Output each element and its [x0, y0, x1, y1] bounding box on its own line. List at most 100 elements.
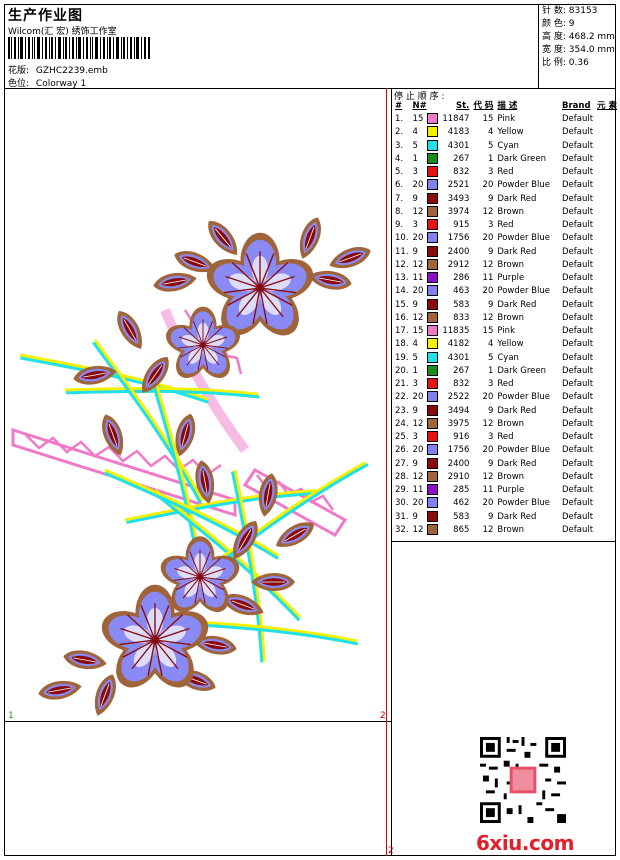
stop-stitches: 2522: [447, 392, 470, 403]
stop-brand: Default: [561, 193, 594, 204]
page-frame: [4, 4, 616, 856]
stop-description: Red: [497, 432, 514, 443]
stop-description: Cyan: [497, 352, 519, 363]
stop-needle: 4: [412, 127, 418, 138]
stop-stitches: 11847: [442, 114, 470, 125]
stop-code: 5: [487, 140, 494, 151]
barcode-icon: [8, 37, 150, 59]
stop-needle: 12: [412, 471, 424, 482]
stop-element: [595, 352, 619, 365]
stop-swatch: [425, 298, 440, 312]
stop-stitches: 2521: [447, 180, 470, 191]
stop-brand: Default: [561, 432, 594, 443]
stop-element: [595, 206, 619, 219]
color-swatch-icon: [427, 152, 439, 164]
stop-index: 27.: [395, 458, 409, 469]
stop-description: Purple: [497, 485, 525, 496]
stop-code: 12: [482, 524, 494, 535]
stop-brand: Default: [561, 312, 594, 323]
color-swatch-icon: [427, 391, 439, 403]
stop-row: 10. 20 1756 20 Powder Blue Default: [393, 232, 619, 245]
stop-swatch: [425, 497, 440, 510]
stop-row: 9. 3 915 3 Red Default: [393, 219, 619, 232]
color-swatch-icon: [427, 139, 439, 151]
stop-description: Brown: [497, 312, 525, 323]
stop-code: 11: [482, 485, 494, 496]
stop-description: Dark Green: [497, 365, 546, 376]
stop-element: [595, 458, 619, 471]
stop-swatch: [425, 272, 440, 285]
color-swatch-icon: [427, 510, 439, 522]
corner-mark-2: 2: [380, 711, 386, 721]
stop-code: 12: [482, 259, 494, 270]
color-swatch-icon: [427, 497, 439, 509]
col-index: #: [395, 101, 403, 111]
stop-row: 26. 20 1756 20 Powder Blue Default: [393, 444, 619, 457]
stop-brand: Default: [561, 485, 594, 496]
stop-description: Powder Blue: [497, 498, 550, 509]
stop-needle: 9: [412, 246, 418, 257]
stop-row: 8. 12 3974 12 Brown Default: [393, 205, 619, 219]
color-swatch-icon: [427, 457, 439, 469]
stop-row: 1. 15 11847 15 Pink Default: [393, 113, 619, 126]
stop-row: 24. 12 3975 12 Brown Default: [393, 417, 619, 431]
stop-stitches: 4301: [447, 352, 470, 363]
lattice-band-lower: [11, 427, 237, 518]
stop-stitches: 832: [453, 167, 470, 178]
stop-needle: 5: [412, 352, 418, 363]
stop-code: 12: [482, 418, 494, 429]
stop-brand: Default: [561, 180, 594, 191]
stop-swatch: [425, 152, 440, 166]
stop-needle: 3: [412, 432, 418, 443]
stop-stitches: 1756: [447, 233, 470, 244]
watermark-logo: 6xiu.com: [476, 831, 574, 855]
stop-stitches: 4182: [447, 339, 470, 350]
stop-needle: 3: [412, 379, 418, 390]
stop-swatch: [425, 205, 440, 219]
stop-panel-bottom-divider: [391, 541, 616, 542]
stop-row: 29. 11 285 11 Purple Default: [393, 484, 619, 497]
stop-brand: Default: [561, 233, 594, 244]
stop-code: 4: [487, 127, 494, 138]
stop-swatch: [425, 470, 440, 484]
stop-stitches: 1756: [447, 445, 470, 456]
stop-element: [595, 338, 619, 351]
stop-brand: Default: [561, 445, 594, 456]
stop-brand: Default: [561, 471, 594, 482]
stop-brand: Default: [561, 498, 594, 509]
stop-swatch: [425, 391, 440, 404]
stop-description: Yellow: [497, 339, 524, 350]
stop-element: [595, 153, 619, 166]
page-title: 生产作业图: [8, 8, 83, 24]
stop-description: Brown: [497, 524, 525, 535]
color-swatch-icon: [427, 205, 439, 217]
stop-description: Brown: [497, 418, 525, 429]
stop-index: 18.: [395, 339, 409, 350]
stop-description: Brown: [497, 471, 525, 482]
stop-row: 7. 9 3493 9 Dark Red Default: [393, 192, 619, 206]
stop-row: 6. 20 2521 20 Powder Blue Default: [393, 179, 619, 192]
preview-red-guide: [386, 88, 387, 856]
stop-table-header: # N# St. 代 码 描 述 Brand 元 素: [393, 100, 619, 113]
stop-stitches: 11835: [442, 326, 470, 337]
stop-code: 1: [487, 365, 494, 376]
stop-brand: Default: [561, 140, 594, 151]
stop-description: Purple: [497, 273, 525, 284]
stop-description: Yellow: [497, 127, 524, 138]
stop-needle: 20: [412, 286, 424, 297]
stop-element: [595, 391, 619, 404]
stop-element: [595, 179, 619, 192]
stop-code: 3: [487, 379, 494, 390]
stop-index: 28.: [395, 471, 409, 482]
stop-brand: Default: [561, 379, 594, 390]
stop-description: Brown: [497, 259, 525, 270]
stop-row: 20. 1 267 1 Dark Green Default: [393, 364, 619, 378]
stop-element: [595, 431, 619, 444]
stop-brand: Default: [561, 114, 594, 125]
stop-brand: Default: [561, 326, 594, 337]
stop-element: [595, 166, 619, 179]
stop-brand: Default: [561, 246, 594, 257]
qr-code-icon: [480, 737, 566, 823]
stop-row: 18. 4 4182 4 Yellow Default: [393, 338, 619, 351]
stop-index: 6.: [395, 180, 404, 191]
